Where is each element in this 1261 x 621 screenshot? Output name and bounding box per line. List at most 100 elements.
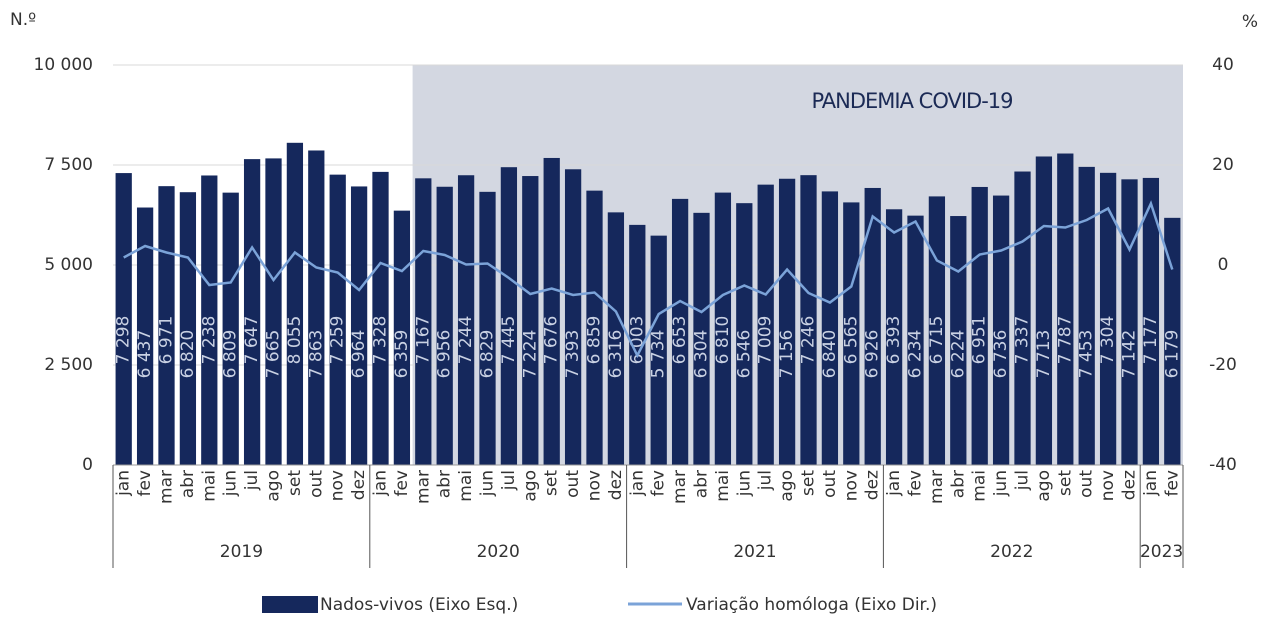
y-tick-label: 10 000	[34, 55, 93, 75]
y-axis-label: N.º	[10, 10, 36, 30]
y2-tick-label: 0	[1218, 255, 1229, 275]
x-tick-label: jan	[1141, 470, 1161, 497]
bar	[543, 157, 560, 465]
y-tick-label: 2 500	[44, 355, 93, 375]
value-label: 6 840	[820, 330, 840, 379]
bar	[136, 207, 154, 465]
y2-tick-label: 40	[1212, 55, 1234, 75]
value-label: 7 167	[413, 316, 433, 365]
value-label: 7 328	[371, 316, 391, 365]
value-label: 6 809	[221, 330, 241, 379]
bar	[757, 184, 774, 465]
y2-axis-label: %	[1242, 12, 1258, 32]
x-tick-label: jul	[499, 470, 519, 491]
value-label: 6 820	[178, 330, 198, 379]
bar	[629, 224, 646, 465]
bar	[821, 191, 839, 465]
x-tick-label: jun	[991, 470, 1011, 497]
value-label: 6 304	[692, 330, 712, 379]
value-label: 8 055	[285, 316, 305, 365]
value-label: 6 810	[713, 316, 733, 365]
bar	[564, 169, 582, 465]
value-label: 7 676	[542, 316, 562, 365]
bar	[372, 171, 389, 465]
bar	[736, 203, 753, 465]
value-label: 7 009	[756, 316, 776, 365]
x-tick-label: abr	[435, 470, 455, 498]
value-label: 7 224	[520, 330, 540, 379]
x-tick-label: jan	[371, 470, 391, 497]
y-tick-label: 5 000	[44, 255, 93, 275]
bar	[907, 215, 924, 465]
x-tick-label: jun	[478, 470, 498, 497]
bar	[243, 159, 261, 465]
x-tick-label: fev	[649, 470, 669, 497]
x-tick-label: set	[1055, 470, 1075, 496]
x-tick-label: mar	[413, 470, 433, 504]
y2-tick-label: 20	[1212, 155, 1234, 175]
year-label: 2020	[477, 542, 520, 562]
value-label: 6 829	[478, 330, 498, 379]
x-tick-label: fev	[392, 470, 412, 497]
x-tick-label: ago	[520, 470, 540, 502]
bar	[885, 209, 903, 465]
bar	[436, 186, 453, 465]
x-tick-label: fev	[1162, 470, 1182, 497]
x-tick-label: jan	[627, 470, 647, 497]
year-label: 2021	[733, 542, 776, 562]
x-tick-label: ago	[1034, 470, 1054, 502]
value-label: 6 437	[135, 330, 155, 379]
bar	[350, 186, 368, 465]
x-tick-label: jul	[756, 470, 776, 491]
value-label: 6 736	[991, 330, 1011, 379]
x-tick-label: nov	[1098, 470, 1118, 501]
x-tick-label: fev	[906, 470, 926, 497]
x-tick-label: out	[306, 470, 326, 498]
x-tick-label: jul	[1013, 470, 1033, 491]
legend-swatch	[262, 596, 318, 613]
x-tick-label: jan	[884, 470, 904, 497]
value-label: 6 926	[863, 330, 883, 379]
x-tick-label: abr	[178, 470, 198, 498]
x-tick-label: set	[285, 470, 305, 496]
bar	[1099, 172, 1117, 465]
x-tick-label: mar	[157, 470, 177, 504]
x-tick-label: ago	[264, 470, 284, 502]
value-label: 7 665	[264, 330, 284, 379]
bar	[1057, 153, 1074, 465]
value-label: 6 971	[157, 316, 177, 365]
value-label: 6 653	[670, 316, 690, 365]
legend-label: Variação homóloga (Eixo Dir.)	[686, 595, 937, 615]
bar	[158, 186, 175, 465]
bar	[1078, 166, 1095, 465]
bar	[671, 198, 689, 465]
bar	[222, 192, 239, 465]
value-label: 7 445	[499, 316, 519, 365]
x-tick-label: out	[820, 470, 840, 498]
x-tick-label: nov	[841, 470, 861, 501]
x-tick-label: dez	[863, 470, 883, 500]
x-tick-label: abr	[692, 470, 712, 498]
x-tick-label: mai	[970, 470, 990, 502]
value-label: 7 304	[1098, 316, 1118, 365]
bar	[201, 175, 218, 466]
value-label: 6 316	[606, 330, 626, 379]
bar	[650, 235, 667, 465]
y-tick-label: 0	[82, 455, 93, 475]
x-tick-label: set	[542, 470, 562, 496]
value-label: 6 964	[349, 330, 369, 379]
x-tick-label: mar	[670, 470, 690, 504]
bar	[329, 174, 346, 465]
legend-label: Nados-vivos (Eixo Esq.)	[320, 595, 518, 615]
year-label: 2023	[1140, 542, 1183, 562]
value-label: 7 156	[777, 330, 797, 379]
x-tick-label: dez	[349, 470, 369, 500]
value-label: 7 863	[306, 330, 326, 379]
bar	[1164, 217, 1181, 465]
value-label: 7 787	[1055, 316, 1075, 365]
value-label: 7 238	[199, 316, 219, 365]
x-tick-label: fev	[135, 470, 155, 497]
bar	[693, 212, 710, 465]
value-label: 7 453	[1077, 330, 1097, 379]
